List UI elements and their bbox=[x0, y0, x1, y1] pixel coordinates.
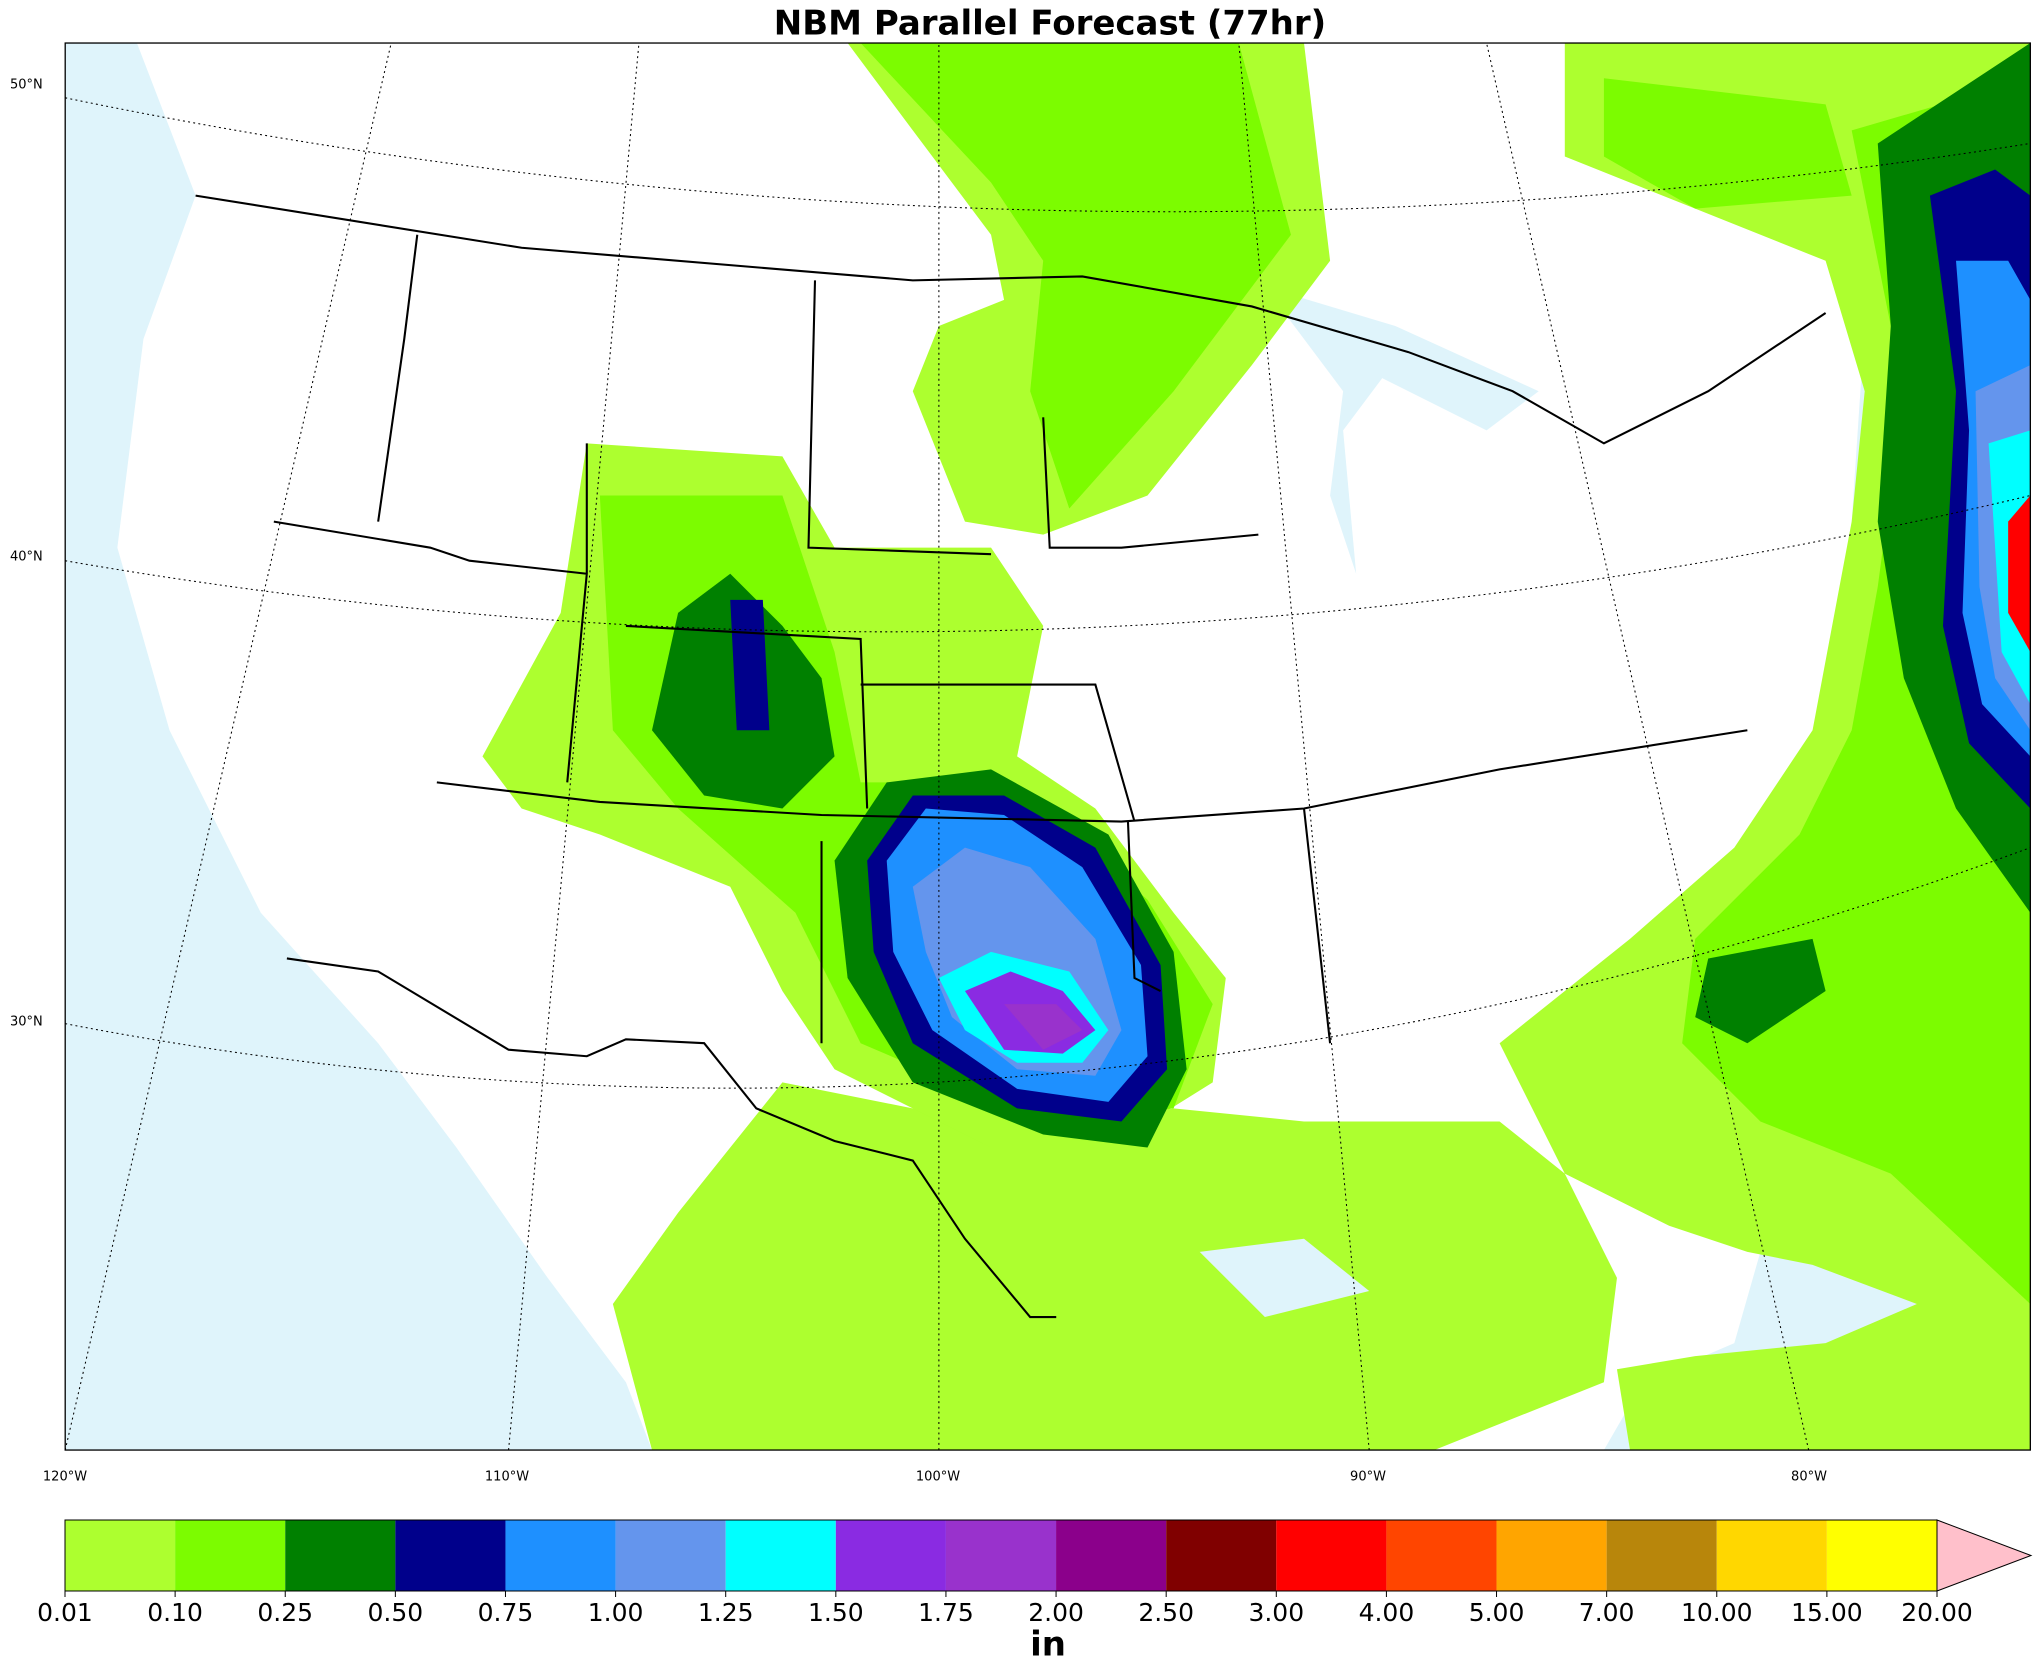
colorbar-tick-label: 0.10 bbox=[147, 1598, 203, 1627]
map-title: NBM Parallel Forecast (77hr) bbox=[774, 4, 1326, 44]
colorbar-tick-label: 1.75 bbox=[918, 1598, 974, 1627]
lon-label: 100°W bbox=[916, 1470, 960, 1485]
lon-label: 90°W bbox=[1350, 1470, 1386, 1485]
precip-band-6 bbox=[1004, 1004, 1083, 1050]
colorbar-tick-label: 3.00 bbox=[1248, 1598, 1304, 1627]
colorbar-tick-label: 15.00 bbox=[1791, 1598, 1863, 1627]
colorbar-extend bbox=[1936, 1519, 2033, 1592]
colorbar-tick-label: 5.00 bbox=[1469, 1598, 1525, 1627]
colorbar-box bbox=[615, 1520, 726, 1591]
lat-label: 40°N bbox=[10, 550, 43, 565]
colorbar-tick-label: 0.50 bbox=[368, 1598, 424, 1627]
gulf-water bbox=[1199, 1238, 1370, 1318]
border-canada bbox=[195, 194, 1827, 445]
colorbar-tick-label: 10.00 bbox=[1681, 1598, 1753, 1627]
colorbar-tick-label: 2.00 bbox=[1028, 1598, 1084, 1627]
map bbox=[64, 42, 2031, 1451]
colorbar-box bbox=[1166, 1520, 1277, 1591]
state-lines bbox=[273, 234, 1748, 1044]
precip-band-7 bbox=[2008, 495, 2031, 652]
great-lakes bbox=[1264, 286, 1539, 574]
colorbar-box bbox=[835, 1520, 946, 1591]
colorbar-tick-label: 1.25 bbox=[698, 1598, 754, 1627]
colorbar-box bbox=[1386, 1520, 1497, 1591]
map-frame bbox=[64, 42, 2031, 1451]
colorbar-tick-label: 0.25 bbox=[257, 1598, 313, 1627]
lon-label: 80°W bbox=[1791, 1470, 1827, 1485]
lat-label: 30°N bbox=[10, 1015, 43, 1030]
lon-label: 110°W bbox=[485, 1470, 529, 1485]
colorbar-tick-label: 7.00 bbox=[1579, 1598, 1635, 1627]
colorbar-box bbox=[65, 1520, 176, 1591]
colorbar-tick-label: 1.50 bbox=[808, 1598, 864, 1627]
colorbar-label: in bbox=[1030, 1625, 1066, 1665]
colorbar-tick-label: 4.00 bbox=[1359, 1598, 1415, 1627]
colorbar-box bbox=[945, 1520, 1057, 1591]
precip-gulf bbox=[612, 1082, 1617, 1451]
colorbar-tick-label: 1.00 bbox=[588, 1598, 644, 1627]
colorbar-box bbox=[505, 1520, 616, 1591]
colorbar-box bbox=[395, 1520, 506, 1591]
colorbar-box bbox=[1056, 1520, 1167, 1591]
colorbar-box bbox=[285, 1520, 396, 1591]
colorbar-box bbox=[1606, 1520, 1717, 1591]
lon-label: 120°W bbox=[43, 1470, 87, 1485]
colorbar-box bbox=[1716, 1520, 1827, 1591]
colorbar-box bbox=[725, 1520, 836, 1591]
colorbar-tick-label: 0.75 bbox=[478, 1598, 534, 1627]
border-mexico bbox=[286, 957, 1057, 1319]
colorbar-tick-label: 20.00 bbox=[1901, 1598, 1973, 1627]
colorbar-tick-label: 0.01 bbox=[37, 1598, 93, 1627]
lat-label: 50°N bbox=[10, 78, 43, 93]
colorbar-box bbox=[175, 1520, 286, 1591]
colorbar-box bbox=[1826, 1520, 1937, 1591]
precip-north-2 bbox=[860, 43, 1852, 509]
colorbar-box bbox=[1496, 1520, 1607, 1591]
colorbar-box bbox=[1276, 1520, 1387, 1591]
colorbar-tick-label: 2.50 bbox=[1138, 1598, 1194, 1627]
colorbar-frame bbox=[64, 1519, 1938, 1592]
